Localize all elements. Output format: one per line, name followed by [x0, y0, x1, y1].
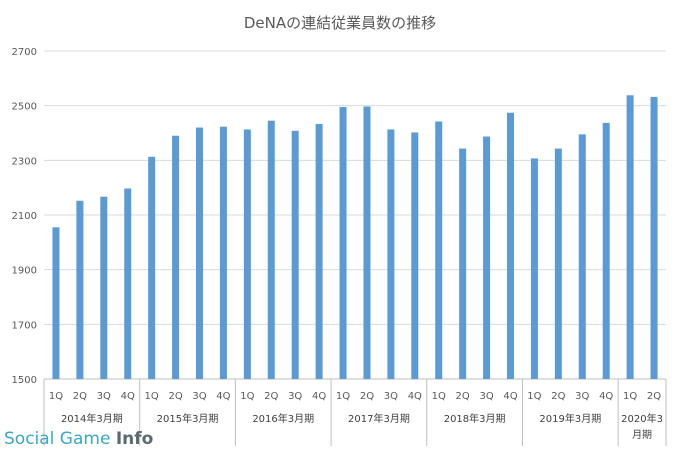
- bar: [124, 188, 132, 379]
- x-tick-label: 1Q: [623, 391, 637, 402]
- bar: [530, 158, 538, 379]
- x-tick-label: 3Q: [384, 391, 398, 402]
- bar: [507, 112, 514, 380]
- bar: [100, 196, 108, 379]
- x-tick-label: 4Q: [216, 391, 230, 402]
- bar: [483, 136, 491, 379]
- y-tick-label: 1700: [12, 320, 37, 331]
- bar: [339, 107, 347, 380]
- x-tick-label: 2Q: [264, 391, 278, 402]
- x-tick-label: 2Q: [456, 391, 470, 402]
- x-tick-label: 1Q: [432, 391, 446, 402]
- x-tick-label: 2Q: [73, 391, 87, 402]
- x-tick-label: 1Q: [49, 391, 63, 402]
- bar: [315, 123, 323, 379]
- y-tick-label: 1900: [12, 266, 37, 277]
- x-tick-label: 2Q: [647, 391, 661, 402]
- x-group-label: 2017年3月期: [348, 412, 410, 425]
- watermark: Social Game Info: [4, 429, 153, 449]
- chart-title: DeNAの連結従業員数の推移: [244, 14, 436, 32]
- x-tick-label: 2Q: [551, 391, 565, 402]
- bar: [554, 148, 562, 379]
- bar: [459, 148, 467, 379]
- gridlines: [44, 50, 666, 380]
- x-tick-label: 3Q: [575, 391, 589, 402]
- bar: [172, 135, 180, 379]
- x-tick-label: 2Q: [360, 391, 374, 402]
- bar: [148, 156, 156, 379]
- x-tick-label: 2Q: [168, 391, 182, 402]
- y-tick-label: 1500: [12, 375, 37, 386]
- bar: [76, 200, 84, 379]
- bar: [435, 121, 443, 380]
- bar: [411, 132, 419, 379]
- bar: [650, 96, 658, 380]
- bar: [578, 134, 586, 379]
- watermark-text-bold: Info: [116, 429, 154, 449]
- bar: [267, 120, 275, 379]
- x-tick-label: 3Q: [288, 391, 302, 402]
- x-tick-label: 1Q: [240, 391, 254, 402]
- bar: [196, 127, 203, 380]
- bar: [243, 129, 251, 379]
- bar: [363, 106, 371, 379]
- x-tick-label: 4Q: [121, 391, 135, 402]
- y-tick-label: 2700: [12, 47, 37, 58]
- x-group-label: 2020年3 月期: [621, 412, 663, 441]
- bar: [291, 130, 299, 379]
- x-tick-label: 4Q: [503, 391, 517, 402]
- x-tick-label: 4Q: [599, 391, 613, 402]
- x-group-label: 2018年3月期: [444, 412, 506, 425]
- bar: [626, 95, 634, 379]
- y-tick-label: 2300: [12, 156, 37, 167]
- x-tick-label: 1Q: [336, 391, 350, 402]
- x-group-label: 2015年3月期: [157, 412, 219, 425]
- bar: [52, 227, 60, 379]
- x-axis: 1Q 2Q 3Q 4Q 1Q 2Q 3Q 4Q 1Q 2Q 3Q 4Q 1Q 2Q 3Q 4Q 1Q 2Q 3Q 4Q…: [43, 379, 667, 446]
- x-tick-label: 3Q: [192, 391, 206, 402]
- bar: [602, 122, 610, 380]
- x-tick-label: 3Q: [97, 391, 111, 402]
- x-tick-label: 3Q: [479, 391, 493, 402]
- x-tick-label: 1Q: [527, 391, 541, 402]
- y-tick-label: 2100: [12, 211, 37, 222]
- x-tick-label: 4Q: [312, 391, 326, 402]
- bar: [219, 126, 227, 379]
- y-tick-label: 2500: [12, 102, 37, 113]
- bar: [387, 129, 395, 379]
- bars: [52, 95, 658, 380]
- x-group-label: 2014年3月期: [61, 412, 123, 425]
- x-tick-label: 4Q: [408, 391, 422, 402]
- x-tick-label: 1Q: [145, 391, 159, 402]
- y-axis-ticks: 1500 1700 1900 2100 2300 2500 2700: [12, 47, 37, 386]
- watermark-text: Social Game: [4, 429, 116, 449]
- svg-text:Social Game Info: Social Game Info: [4, 429, 153, 449]
- x-group-label: 2016年3月期: [252, 412, 314, 425]
- x-group-label: 2019年3月期: [539, 412, 601, 425]
